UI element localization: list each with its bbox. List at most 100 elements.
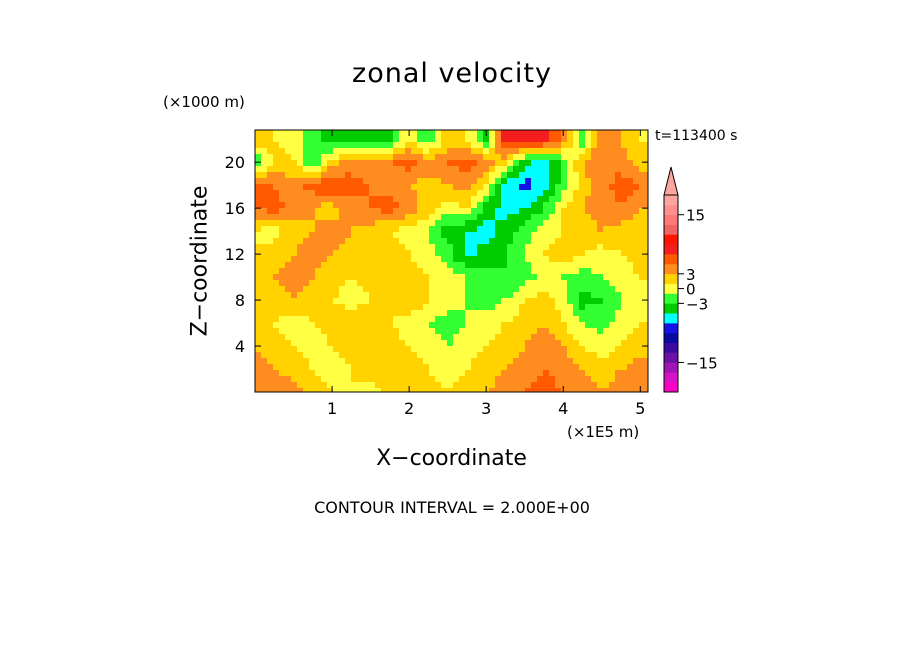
contour-cell	[327, 364, 334, 371]
contour-cell	[621, 250, 628, 257]
contour-cell	[477, 286, 484, 293]
colorbar-segment	[664, 293, 678, 304]
contour-cell	[525, 328, 532, 335]
contour-cell	[345, 376, 352, 383]
contour-cell	[339, 166, 346, 173]
y-tick-label: 12	[225, 245, 245, 264]
contour-cell	[621, 220, 628, 227]
contour-cell	[381, 166, 388, 173]
contour-cell	[447, 316, 454, 323]
contour-cell	[291, 238, 298, 245]
contour-cell	[585, 214, 592, 221]
contour-cell	[615, 244, 622, 251]
contour-cell	[387, 256, 394, 263]
contour-cell	[579, 370, 586, 377]
contour-cell	[417, 190, 424, 197]
contour-cell	[357, 136, 364, 143]
contour-cell	[291, 262, 298, 269]
contour-cell	[303, 310, 310, 317]
contour-cell	[321, 148, 328, 155]
contour-cell	[633, 352, 640, 359]
contour-cell	[519, 196, 526, 203]
contour-cell	[321, 202, 328, 209]
contour-cell	[309, 202, 316, 209]
contour-cell	[453, 310, 460, 317]
contour-cell	[531, 274, 538, 281]
contour-cell	[423, 214, 430, 221]
contour-cell	[339, 340, 346, 347]
contour-cell	[465, 130, 472, 137]
contour-cell	[621, 316, 628, 323]
contour-cell	[483, 208, 490, 215]
contour-cell	[297, 184, 304, 191]
contour-cell	[417, 202, 424, 209]
contour-cell	[369, 256, 376, 263]
contour-cell	[471, 298, 478, 305]
contour-cell	[489, 316, 496, 323]
contour-cell	[453, 274, 460, 281]
contour-cell	[567, 334, 574, 341]
contour-cell	[255, 274, 262, 281]
contour-cell	[525, 352, 532, 359]
contour-cell	[597, 166, 604, 173]
contour-cell	[465, 184, 472, 191]
contour-cell	[579, 142, 586, 149]
contour-cell	[345, 298, 352, 305]
contour-cell	[375, 196, 382, 203]
contour-cell	[639, 328, 646, 335]
contour-cell	[429, 298, 436, 305]
contour-cell	[291, 364, 298, 371]
contour-cell	[369, 358, 376, 365]
contour-cell	[603, 340, 610, 347]
contour-cell	[339, 154, 346, 161]
contour-cell	[567, 286, 574, 293]
contour-cell	[435, 196, 442, 203]
contour-cell	[495, 244, 502, 251]
contour-cell	[321, 316, 328, 323]
contour-cell	[525, 130, 532, 137]
contour-cell	[387, 166, 394, 173]
contour-cell	[459, 208, 466, 215]
contour-cell	[339, 382, 346, 389]
contour-cell	[483, 250, 490, 257]
contour-cell	[555, 280, 562, 287]
contour-cell	[393, 244, 400, 251]
contour-cell	[567, 322, 574, 329]
contour-cell	[435, 214, 442, 221]
contour-cell	[501, 298, 508, 305]
contour-cell	[477, 388, 484, 392]
contour-cell	[333, 274, 340, 281]
contour-cell	[591, 382, 598, 389]
contour-cell	[267, 154, 274, 161]
contour-cell	[633, 382, 640, 389]
contour-cell	[525, 172, 532, 179]
contour-cell	[375, 346, 382, 353]
contour-cell	[375, 202, 382, 209]
contour-cell	[609, 262, 616, 269]
contour-cell	[297, 298, 304, 305]
contour-cell	[333, 316, 340, 323]
contour-cell	[513, 202, 520, 209]
contour-cell	[291, 388, 298, 392]
colorbar-tick-label: −15	[686, 354, 718, 372]
contour-cell	[615, 226, 622, 233]
contour-cell	[387, 244, 394, 251]
contour-cell	[345, 148, 352, 155]
contour-cell	[357, 340, 364, 347]
contour-cell	[465, 190, 472, 197]
contour-cell	[267, 334, 274, 341]
contour-cell	[591, 388, 598, 392]
contour-cell	[549, 346, 556, 353]
contour-cell	[297, 136, 304, 143]
contour-cell	[591, 268, 598, 275]
contour-cell	[573, 262, 580, 269]
contour-cell	[567, 172, 574, 179]
contour-cell	[627, 250, 634, 257]
contour-cell	[489, 232, 496, 239]
contour-cell	[609, 214, 616, 221]
contour-cell	[513, 262, 520, 269]
contour-cell	[507, 268, 514, 275]
contour-cell	[351, 136, 358, 143]
contour-cell	[423, 328, 430, 335]
contour-cell	[507, 286, 514, 293]
